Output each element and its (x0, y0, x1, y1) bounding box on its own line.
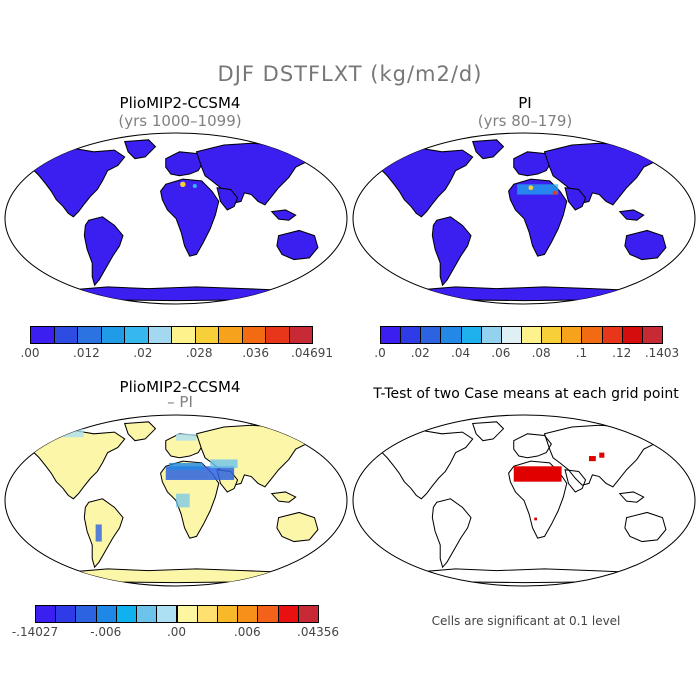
significance-note: Cells are significant at 0.1 level (431, 614, 621, 628)
colorbar-cell (500, 326, 522, 344)
colorbar-bl (35, 605, 319, 623)
colorbar-cell (237, 605, 259, 623)
colorbar-cell (601, 326, 623, 344)
colorbar-labels-bl: -.14027 -.006 .00 .006 .04356 (0, 625, 350, 641)
colorbar-tick-label: -.14027 (11, 625, 59, 639)
colorbar-cell (561, 326, 583, 344)
map-panel-br (352, 414, 696, 587)
colorbar-tick-label: .028 (185, 346, 213, 360)
colorbar-tick-label: .08 (531, 346, 551, 360)
colorbar-cell (156, 605, 178, 623)
map-panel-tr (352, 132, 696, 305)
colorbar-cell (124, 326, 149, 344)
colorbar-tick-label: .06 (491, 346, 511, 360)
panel-title-tr: PI (518, 94, 532, 112)
colorbar-cell (297, 605, 319, 623)
colorbar-labels-tr: .0 .02 .04 .06 .08 .1 .12 .1403 (350, 346, 700, 362)
colorbar-cell (460, 326, 482, 344)
colorbar-tick-label: .006 (233, 625, 261, 639)
colorbar-cell (194, 326, 219, 344)
colorbar-cell (100, 326, 125, 344)
colorbar-cell (77, 326, 102, 344)
colorbar-tick-label: .1403 (644, 346, 680, 360)
colorbar-cell (641, 326, 663, 344)
significant-cells (513, 466, 562, 482)
colorbar-tl (30, 326, 313, 344)
colorbar-cell (241, 326, 266, 344)
colorbar-cell (440, 326, 462, 344)
panel-subtitle-bl: – PI (167, 393, 193, 411)
colorbar-tick-label: .04356 (297, 625, 339, 639)
colorbar-tick-label: .12 (612, 346, 632, 360)
colorbar-cell (171, 326, 196, 344)
colorbar-cell (288, 326, 313, 344)
colorbar-tick-label: .036 (242, 346, 269, 360)
colorbar-tick-label: -.006 (90, 625, 122, 639)
colorbar-cell (621, 326, 643, 344)
colorbar-cell (196, 605, 218, 623)
colorbar-cell (218, 326, 243, 344)
colorbar-cell (277, 605, 299, 623)
colorbar-cell (265, 326, 290, 344)
colorbar-cell (581, 326, 603, 344)
colorbar-cell (35, 605, 57, 623)
figure-title: DJF DSTFLXT (kg/m2/d) (217, 62, 483, 86)
panel-title-tl: PlioMIP2-CCSM4 (119, 94, 241, 112)
colorbar-tick-label: .04 (451, 346, 471, 360)
colorbar-cell (176, 605, 198, 623)
colorbar-tr (380, 326, 663, 344)
colorbar-cell (95, 605, 117, 623)
colorbar-cell (420, 326, 442, 344)
colorbar-cell (55, 605, 77, 623)
colorbar-cell (216, 605, 239, 623)
colorbar-tick-label: .04691 (291, 346, 333, 360)
panel-title-bl: PlioMIP2-CCSM4 (119, 378, 241, 396)
colorbar-tick-label: .1 (575, 346, 588, 360)
colorbar-cell (521, 326, 543, 344)
colorbar-labels-tl: .00 .012 .02 .028 .036 .04691 (0, 346, 350, 362)
colorbar-cell (480, 326, 502, 344)
panel-subtitle-tr: (yrs 80–179) (477, 112, 573, 130)
colorbar-cell (380, 326, 402, 344)
colorbar-tick-label: .02 (410, 346, 430, 360)
colorbar-cell (147, 326, 172, 344)
hotspot-tl (180, 181, 186, 188)
colorbar-cell (136, 605, 158, 623)
colorbar-tick-label: .00 (20, 346, 40, 360)
panel-title-br: T-Test of two Case means at each grid po… (373, 386, 679, 402)
colorbar-cell (30, 326, 55, 344)
colorbar-cell (75, 605, 97, 623)
colorbar-cell (541, 326, 563, 344)
colorbar-tick-label: .00 (166, 625, 187, 639)
panel-subtitle-tl: (yrs 1000–1099) (118, 112, 242, 130)
colorbar-cell (53, 326, 78, 344)
map-panel-tl (4, 132, 348, 305)
map-panel-bl (4, 414, 348, 587)
colorbar-cell (400, 326, 422, 344)
colorbar-tick-label: .012 (73, 346, 100, 360)
colorbar-tick-label: .0 (374, 346, 386, 360)
colorbar-tick-label: .02 (133, 346, 153, 360)
colorbar-cell (115, 605, 138, 623)
colorbar-cell (257, 605, 279, 623)
